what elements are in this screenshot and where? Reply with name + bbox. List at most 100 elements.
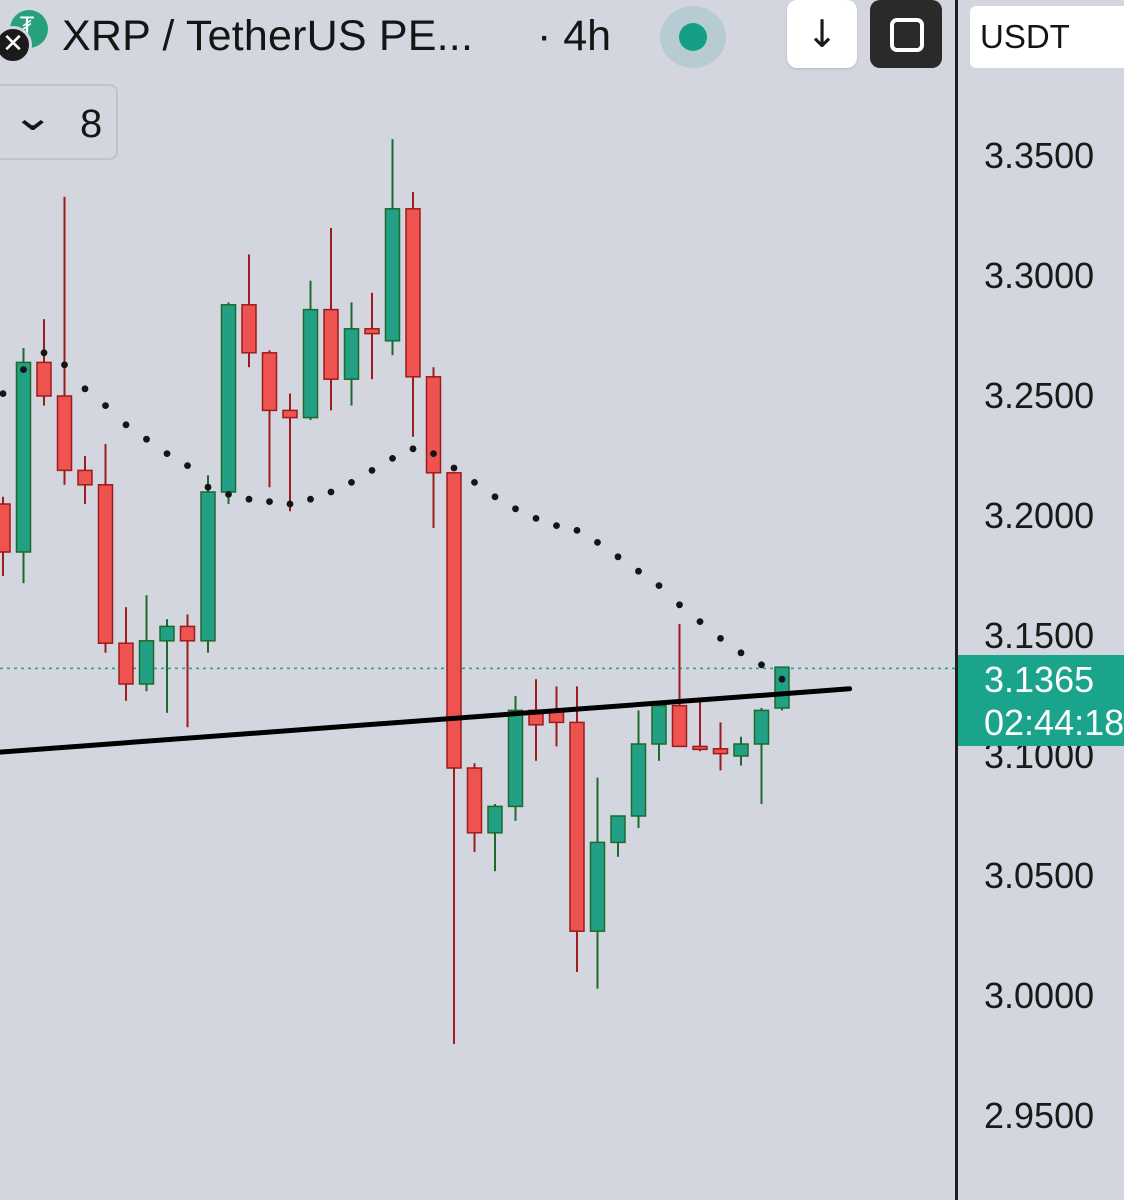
- sar-dot: [225, 491, 232, 498]
- candle-body: [220, 304, 237, 493]
- sar-dot: [614, 553, 622, 561]
- candle-body: [774, 666, 790, 709]
- sar-dot: [184, 462, 191, 469]
- fullscreen-icon: [890, 18, 924, 52]
- sar-dot: [778, 675, 786, 683]
- sar-dot: [409, 445, 417, 453]
- sar-dot: [573, 527, 581, 534]
- sar-dot: [286, 500, 294, 508]
- y-tick-label: 3.1500: [984, 615, 1095, 656]
- sar-dot: [327, 488, 335, 496]
- sar-dot: [204, 483, 212, 491]
- indicators-toggle[interactable]: ⌄ 8: [0, 84, 118, 160]
- candle-body: [138, 640, 155, 685]
- sar-dot: [40, 349, 48, 357]
- sar-dot: [594, 539, 601, 546]
- sar-dot: [122, 421, 130, 429]
- candle-body: [487, 805, 503, 834]
- y-tick-label: 3.0000: [984, 975, 1095, 1016]
- sar-dot: [553, 522, 560, 529]
- candle-body: [77, 469, 93, 486]
- candle-body: [118, 642, 134, 685]
- chart-header: ✕ XRP / TetherUS PE... · 4h ↓: [0, 0, 955, 76]
- candle-body: [56, 395, 73, 472]
- candle-body: [589, 841, 606, 932]
- sar-dot: [389, 455, 396, 462]
- sar-dot: [81, 385, 89, 393]
- y-tick-label: 3.2500: [984, 375, 1095, 416]
- candle-body: [97, 484, 114, 644]
- y-tick-label: 3.3000: [984, 255, 1095, 296]
- candle-body: [159, 625, 175, 642]
- sar-dot: [307, 495, 314, 503]
- candlestick-chart[interactable]: [0, 0, 955, 1200]
- currency-selector[interactable]: USDT: [970, 6, 1124, 68]
- sar-dot: [430, 450, 437, 457]
- sar-dot: [491, 493, 499, 501]
- sar-dot: [266, 498, 273, 505]
- indicator-count: 8: [80, 102, 103, 146]
- candle-body: [323, 308, 339, 380]
- sar-dot: [163, 450, 171, 457]
- candle-body: [651, 704, 667, 745]
- candle-body: [692, 745, 708, 751]
- sar-dot: [20, 366, 27, 373]
- candle-body: [364, 328, 380, 335]
- candle-body: [200, 491, 216, 642]
- candle-body: [36, 361, 52, 397]
- market-status-icon[interactable]: [660, 6, 726, 68]
- last-price-value: 3.1365: [984, 659, 1095, 700]
- sar-dot: [655, 582, 663, 589]
- candle-body: [15, 361, 32, 553]
- sar-dot: [143, 435, 150, 443]
- candle-body: [446, 472, 462, 769]
- sar-dot: [635, 567, 642, 575]
- candle-body: [384, 208, 401, 342]
- sar-dot: [758, 661, 765, 669]
- candle-body: [343, 328, 360, 380]
- interval-label[interactable]: · 4h: [537, 12, 612, 60]
- y-tick-label: 2.9500: [984, 1095, 1095, 1136]
- candle-body: [610, 815, 626, 844]
- last-price-tag: 3.1365 02:44:18: [958, 655, 1124, 746]
- sar-dot: [737, 649, 745, 657]
- bar-countdown: 02:44:18: [984, 702, 1124, 743]
- sar-dot: [532, 515, 540, 522]
- symbol-title[interactable]: XRP / TetherUS PE...: [62, 12, 474, 60]
- candle-body: [282, 409, 298, 419]
- sar-dot: [512, 505, 519, 513]
- candle-body: [261, 352, 278, 412]
- candle-body: [179, 625, 196, 642]
- price-axis[interactable]: USDT 3.3500 3.3000 3.2500 3.2000 3.1500 3.100…: [955, 0, 1124, 1200]
- sar-dot: [471, 479, 478, 486]
- candle-body: [733, 743, 749, 757]
- candle-body: [302, 308, 319, 419]
- sar-dot: [717, 635, 724, 642]
- sar-dot: [368, 467, 376, 474]
- candle-body: [425, 376, 442, 474]
- close-icon[interactable]: ✕: [0, 26, 32, 64]
- candle-body: [569, 721, 585, 932]
- chart-pane[interactable]: ✕ XRP / TetherUS PE... · 4h ↓ ⌄ 8: [0, 0, 955, 1200]
- sar-dot: [676, 601, 683, 609]
- y-tick-label: 3.3500: [984, 135, 1095, 176]
- candle-body: [405, 208, 421, 378]
- sar-dot: [0, 390, 7, 397]
- y-tick-label: 3.2000: [984, 495, 1095, 536]
- sar-dot: [61, 361, 68, 369]
- status-dot-icon: [679, 23, 707, 51]
- candle-body: [753, 709, 770, 745]
- trendline: [0, 686, 853, 755]
- candle-body: [630, 743, 647, 817]
- chevron-down-icon: ⌄: [10, 94, 55, 140]
- fullscreen-button[interactable]: [870, 0, 942, 68]
- sar-dot: [102, 402, 109, 409]
- candle-body: [671, 704, 688, 748]
- sar-dot: [348, 479, 355, 486]
- y-tick-label: 3.0500: [984, 855, 1095, 896]
- sar-dot: [696, 618, 704, 625]
- candle-body: [712, 748, 729, 755]
- download-button[interactable]: ↓: [787, 0, 857, 68]
- candle-body: [0, 503, 11, 553]
- sar-dot: [450, 464, 458, 472]
